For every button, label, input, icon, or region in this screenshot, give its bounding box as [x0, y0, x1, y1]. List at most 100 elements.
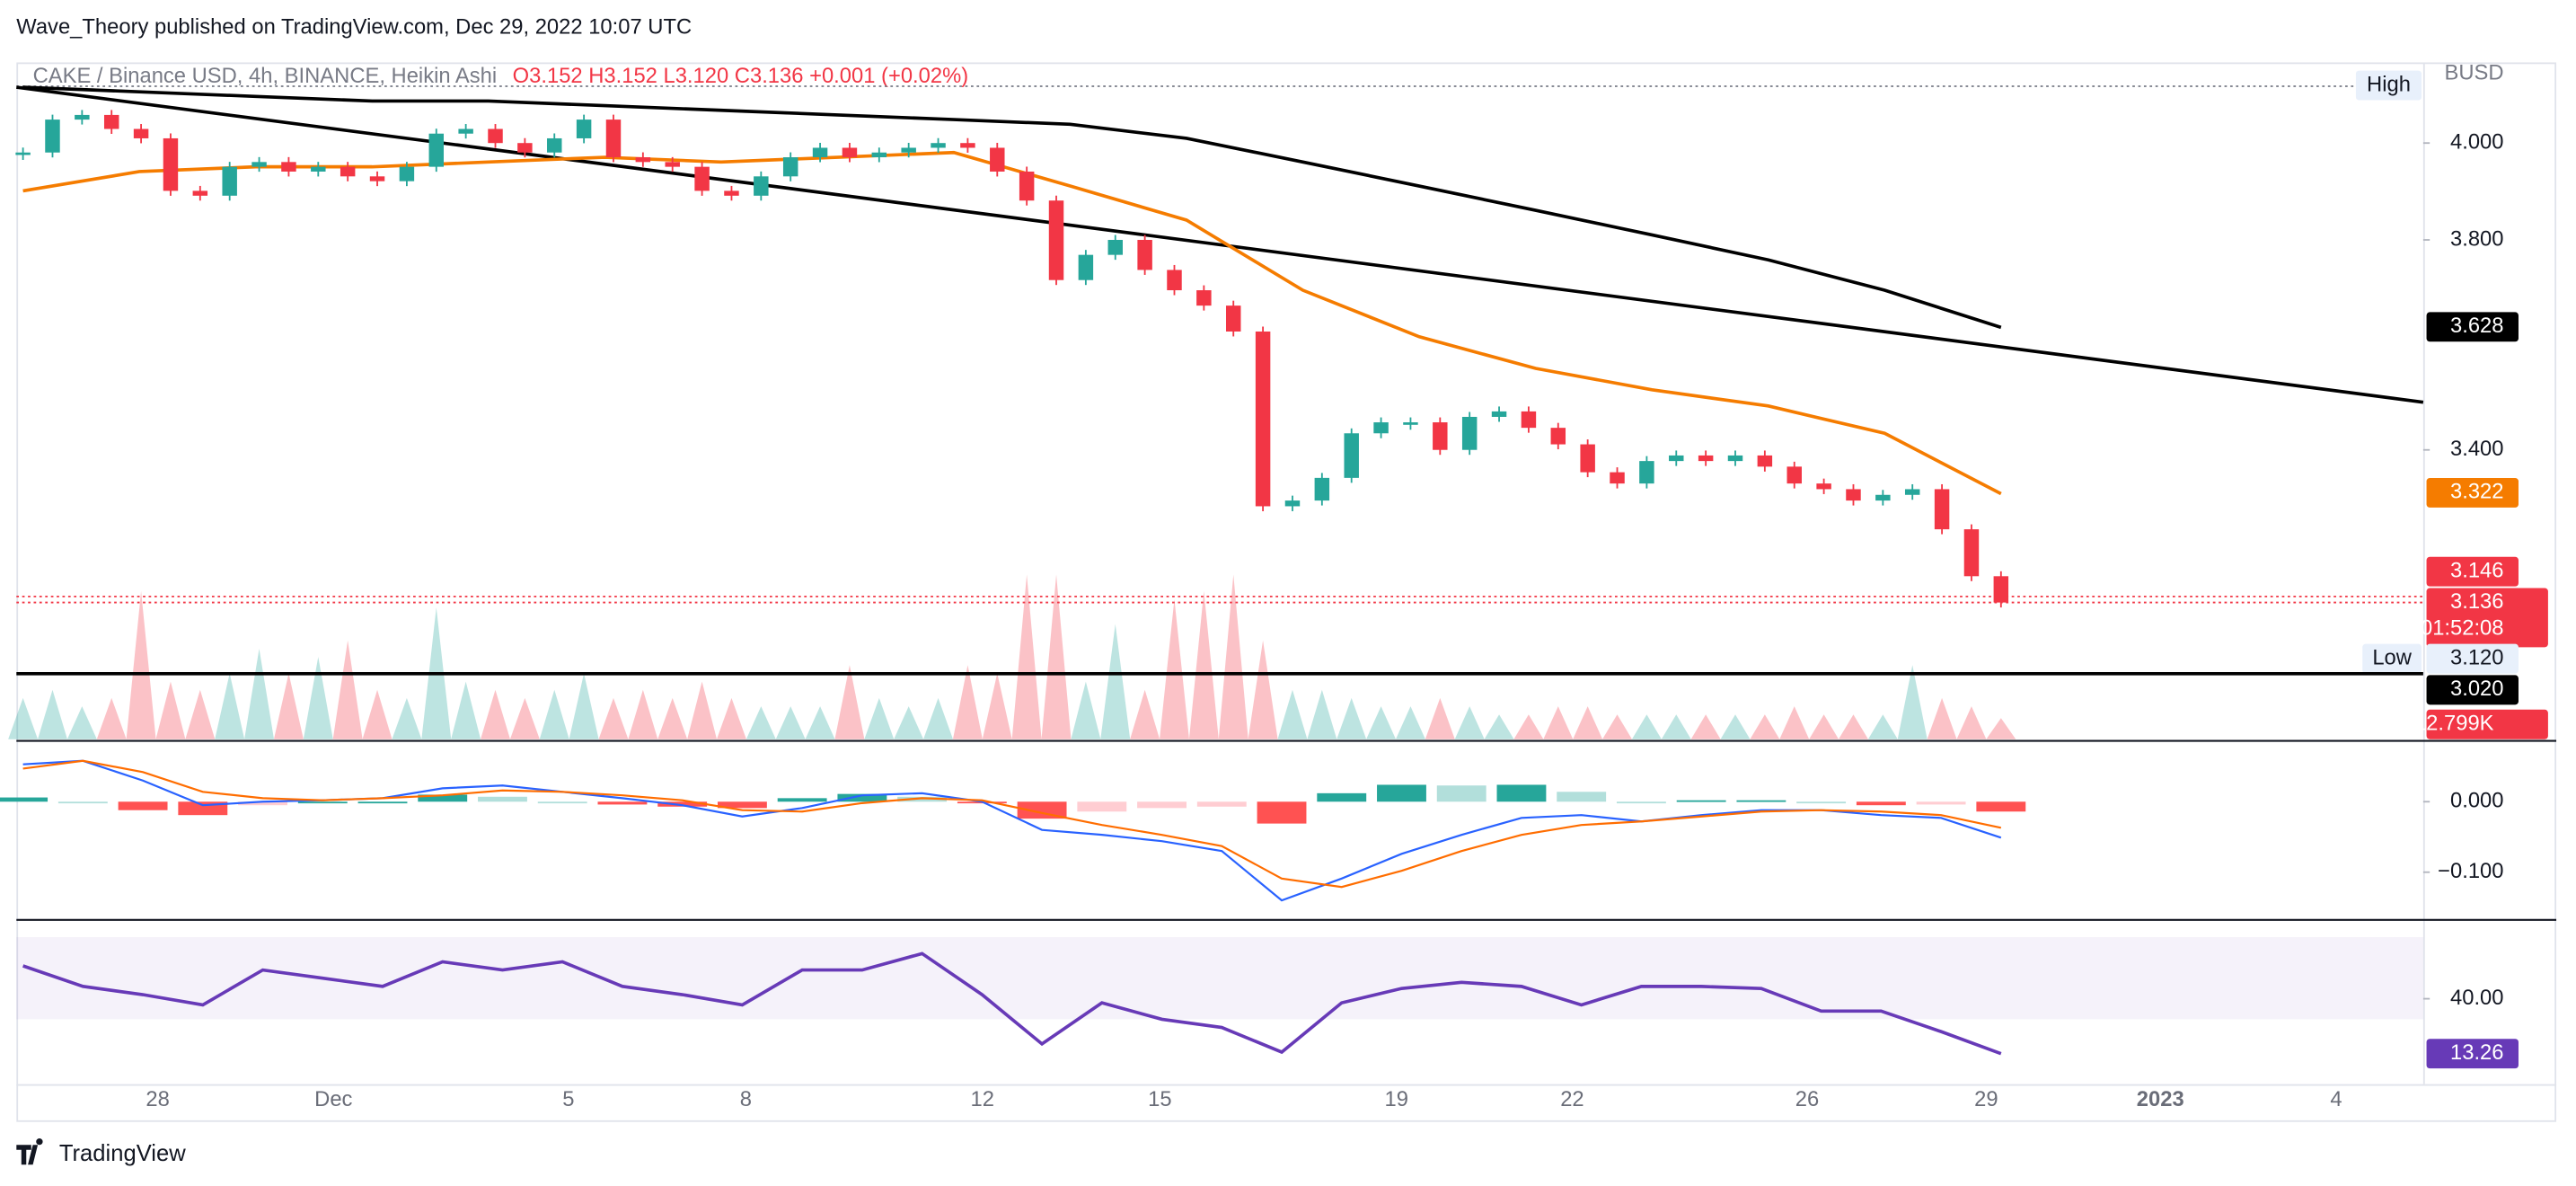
volume-area: [332, 640, 363, 739]
candle: [782, 157, 798, 177]
signal-line: [22, 759, 2002, 889]
macd-histogram: [57, 801, 108, 804]
volume-area: [539, 689, 569, 739]
volume-area: [1809, 714, 1839, 739]
price-tag-label: 3.136: [2450, 589, 2503, 614]
candle: [1226, 305, 1241, 332]
candle: [1786, 466, 1802, 484]
price-tag: [2426, 556, 2519, 587]
volume-area: [894, 706, 924, 739]
macd-histogram: [897, 796, 948, 802]
macd-histogram: [1676, 800, 1726, 802]
candle: [369, 176, 385, 181]
ohlc-values: O3.152 H3.152 L3.120 C3.136 +0.001 (+0.0…: [513, 64, 969, 88]
candle: [15, 152, 31, 155]
volume-area: [8, 697, 39, 739]
candle: [1875, 494, 1891, 501]
candle: [931, 143, 946, 148]
macd-histogram: [1196, 801, 1247, 807]
symbol-title: CAKE / Binance USD, 4h, BINANCE, Heikin …: [33, 64, 498, 88]
volume-area: [1839, 714, 1868, 739]
volume-area: [952, 665, 983, 739]
volume-area: [1277, 689, 1308, 739]
volume-area: [1071, 681, 1101, 739]
x-tick-label: 15: [1148, 1087, 1171, 1111]
candle: [665, 162, 680, 167]
volume-area: [1307, 689, 1337, 739]
frame: [16, 62, 2557, 1122]
candle: [311, 166, 326, 172]
macd-histogram: [537, 801, 587, 804]
candle: [990, 147, 1005, 172]
x-tick-label: 2023: [2137, 1087, 2184, 1111]
volume-area: [1484, 714, 1514, 739]
x-tick-label: 26: [1795, 1087, 1819, 1111]
macd-histogram: [1916, 801, 1966, 805]
volume-area: [451, 681, 481, 739]
macd-histogram: [238, 801, 287, 806]
macd-histogram: [657, 801, 708, 807]
x-tick-label: 5: [562, 1087, 574, 1111]
volume-area: [1513, 714, 1544, 739]
candle: [1669, 455, 1684, 462]
volume-area: [303, 657, 333, 739]
price-tag: [2426, 588, 2548, 648]
macd-histogram: [118, 801, 168, 810]
macd-histogram: [1736, 800, 1786, 802]
candle: [754, 176, 769, 196]
candle: [1048, 200, 1064, 280]
candle: [1550, 428, 1566, 445]
volume-area: [362, 689, 393, 739]
macd-histogram: [837, 793, 887, 802]
volume-area: [716, 697, 746, 739]
candle: [1904, 489, 1920, 495]
candle: [1196, 290, 1212, 306]
volume-area: [628, 689, 658, 739]
volume-area: [864, 697, 895, 739]
candle: [488, 128, 503, 144]
candle: [605, 119, 622, 158]
candle: [1403, 422, 1418, 425]
volume-area: [481, 689, 510, 739]
candle: [75, 114, 90, 120]
rsi-tag-label: 13.26: [2450, 1040, 2503, 1065]
candle: [428, 133, 445, 167]
volume-area: [1248, 640, 1278, 739]
macd-histogram: [1976, 801, 2026, 812]
rsi-band: [16, 937, 2423, 1020]
macd-histogram: [597, 801, 648, 805]
volume-area: [1986, 718, 2016, 739]
candle: [576, 119, 592, 138]
volume-area: [1425, 697, 1455, 739]
candle: [399, 166, 415, 181]
candle: [103, 114, 119, 129]
volume-area: [273, 673, 304, 739]
candle: [222, 166, 237, 196]
candle: [1314, 477, 1330, 501]
volume-area: [1188, 590, 1219, 739]
volume-area: [66, 706, 97, 739]
y-tick-label: 3.800: [2450, 226, 2503, 251]
macd-histogram: [717, 801, 767, 809]
candle: [635, 157, 651, 163]
price-tag-label: 3.628: [2450, 314, 2503, 338]
macd-histogram: [1796, 801, 1847, 804]
candle: [1137, 239, 1152, 270]
candle: [812, 147, 828, 158]
candle: [1610, 472, 1625, 484]
candle: [1284, 500, 1301, 507]
candle: [281, 162, 296, 172]
y-tick-label: 0.000: [2450, 789, 2503, 813]
volume-area: [1602, 714, 1632, 739]
volume-area: [1690, 714, 1721, 739]
volume-area: [775, 706, 806, 739]
volume-area: [805, 706, 835, 739]
candle: [871, 152, 887, 158]
volume-area: [1100, 624, 1131, 739]
logo-mark: [16, 1137, 43, 1165]
macd-histogram: [777, 798, 827, 802]
candle: [1698, 455, 1714, 462]
candle: [1580, 444, 1595, 473]
x-tick-label: Dec: [314, 1087, 352, 1111]
